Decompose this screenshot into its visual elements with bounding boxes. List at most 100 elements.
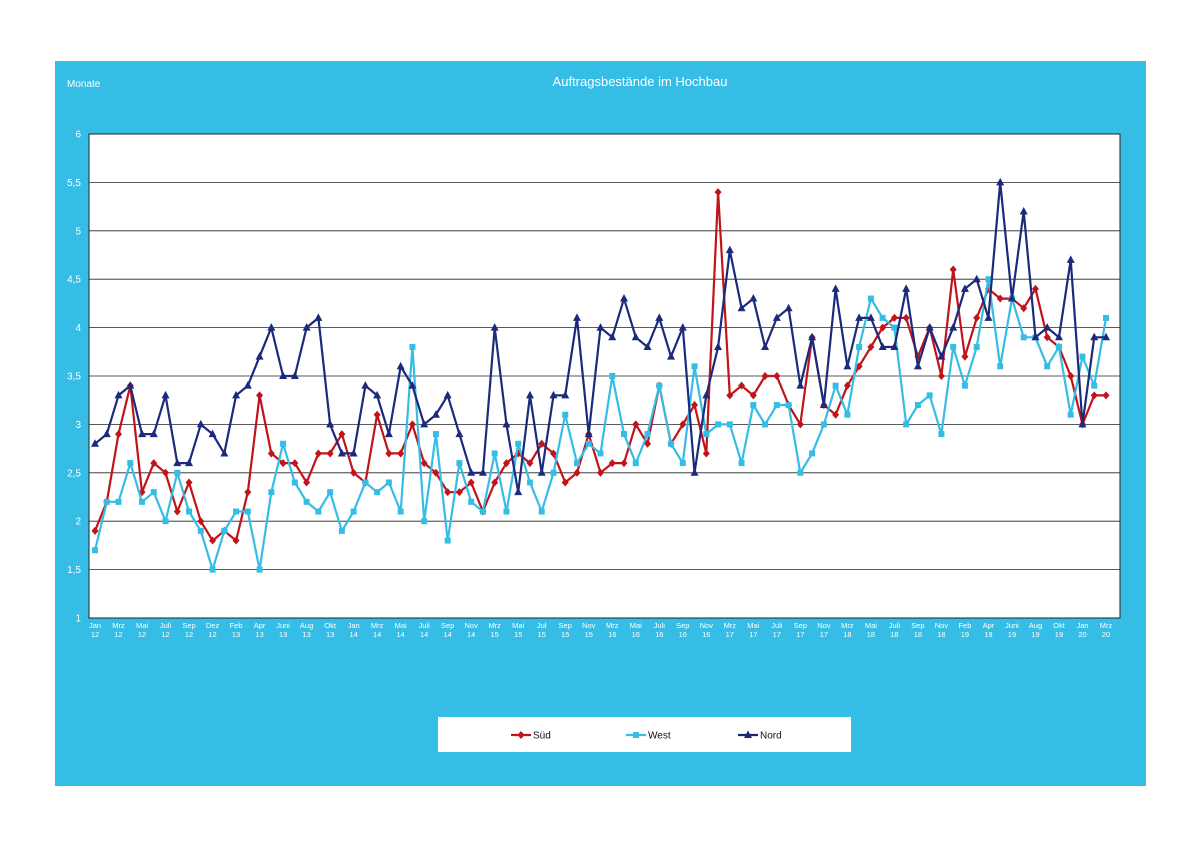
data-point: [961, 382, 968, 389]
data-point: [326, 449, 334, 458]
data-point: [584, 429, 593, 438]
data-point: [1054, 332, 1063, 341]
data-point: [973, 313, 981, 322]
data-point: [280, 440, 287, 447]
x-tick-label: Jan: [89, 621, 101, 630]
data-point: [831, 284, 840, 292]
data-point: [879, 323, 887, 332]
data-point: [843, 361, 852, 370]
chart-title: Auftragsbestände im Hochbau: [552, 74, 728, 89]
data-point: [197, 517, 205, 526]
data-point: [185, 478, 193, 487]
data-point: [809, 450, 816, 457]
data-point: [726, 421, 733, 428]
x-tick-label: Okt: [324, 621, 337, 630]
data-point: [373, 390, 382, 399]
data-point: [819, 400, 828, 409]
data-point: [749, 294, 758, 302]
data-point: [737, 303, 746, 312]
x-tick-label: Apr: [983, 621, 995, 630]
data-point: [855, 313, 864, 321]
x-tick-label-year: 14: [396, 630, 404, 639]
data-point: [832, 382, 839, 389]
x-tick-label-year: 17: [726, 630, 734, 639]
data-point: [420, 419, 429, 428]
data-point: [314, 313, 323, 321]
data-point: [903, 421, 910, 428]
x-tick-label: Juli: [160, 621, 172, 630]
data-point: [444, 488, 452, 497]
data-point: [138, 429, 147, 438]
data-point: [926, 392, 933, 399]
data-point: [338, 527, 345, 534]
data-point: [902, 313, 910, 322]
data-point: [972, 274, 981, 283]
data-point: [525, 390, 534, 399]
data-point: [302, 323, 311, 331]
data-point: [478, 468, 487, 476]
data-point: [338, 430, 346, 439]
data-point: [597, 468, 604, 477]
data-point: [1055, 343, 1062, 350]
legend-label: West: [648, 731, 671, 742]
x-tick-label: Jan: [1076, 621, 1088, 630]
y-tick-label: 1: [75, 614, 81, 625]
y-tick-label: 5,5: [67, 178, 81, 189]
data-point: [715, 421, 722, 428]
x-tick-label: Sep: [676, 621, 689, 630]
x-tick-label-year: 18: [843, 630, 851, 639]
data-point: [714, 188, 722, 197]
data-point: [256, 391, 264, 400]
data-point: [1079, 353, 1086, 360]
x-tick-label: Aug: [1029, 621, 1042, 630]
data-point: [644, 431, 651, 438]
data-point: [843, 381, 851, 390]
data-point: [432, 468, 440, 477]
x-tick-label-year: 19: [1031, 630, 1039, 639]
data-point: [290, 371, 299, 379]
x-tick-label-year: 14: [467, 630, 475, 639]
data-point: [361, 381, 370, 389]
data-point: [656, 382, 663, 389]
data-point: [268, 489, 275, 496]
x-tick-label-year: 18: [867, 630, 875, 639]
x-tick-label-year: 14: [373, 630, 381, 639]
x-tick-label: Jul: [537, 621, 547, 630]
data-point: [973, 343, 980, 350]
data-point: [127, 460, 134, 467]
x-tick-label-year: 15: [491, 630, 499, 639]
x-tick-label-year: 13: [326, 630, 334, 639]
data-point: [785, 402, 792, 409]
data-point: [562, 411, 569, 418]
x-tick-label: Mai: [630, 621, 642, 630]
legend-item: Nord: [738, 730, 782, 742]
data-point: [255, 352, 264, 360]
x-tick-label-year: 17: [820, 630, 828, 639]
x-tick-label: Mrz: [371, 621, 384, 630]
y-tick-label: 2: [75, 517, 81, 528]
x-tick-label-year: 12: [208, 630, 216, 639]
x-tick-label: Juli: [771, 621, 783, 630]
data-point: [479, 508, 486, 515]
data-point: [937, 352, 946, 360]
data-point: [221, 527, 228, 534]
data-point: [960, 284, 969, 292]
data-point: [961, 352, 969, 361]
data-point: [385, 449, 393, 458]
x-tick-label: Mrz: [724, 621, 737, 630]
data-point: [256, 566, 263, 573]
data-point: [949, 265, 957, 274]
data-point: [984, 313, 993, 321]
data-point: [1031, 332, 1040, 341]
x-tick-label: Nov: [935, 621, 949, 630]
x-tick-label: Mrz: [606, 621, 619, 630]
data-point: [408, 381, 417, 389]
data-point: [596, 323, 605, 331]
legend: Süd West Nord: [438, 717, 851, 752]
x-tick-label-year: 18: [890, 630, 898, 639]
x-tick-label: Feb: [958, 621, 971, 630]
x-tick-label: Mrz: [488, 621, 501, 630]
data-point: [702, 390, 711, 399]
data-point: [631, 332, 640, 341]
data-point: [374, 489, 381, 496]
